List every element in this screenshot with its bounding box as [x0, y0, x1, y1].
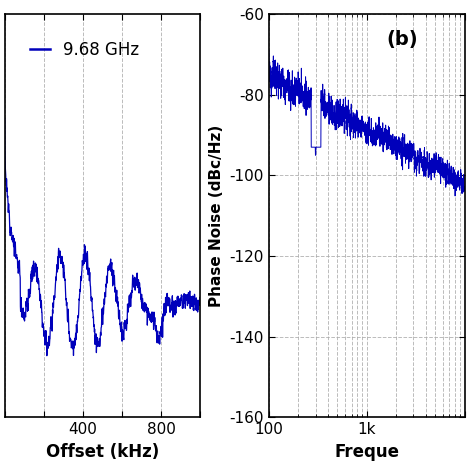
Legend: 9.68 GHz: 9.68 GHz — [23, 35, 146, 66]
X-axis label: Offset (kHz): Offset (kHz) — [46, 443, 159, 461]
X-axis label: Freque: Freque — [334, 443, 399, 461]
Text: (b): (b) — [386, 30, 418, 49]
Y-axis label: Phase Noise (dBc/Hz): Phase Noise (dBc/Hz) — [209, 125, 224, 307]
